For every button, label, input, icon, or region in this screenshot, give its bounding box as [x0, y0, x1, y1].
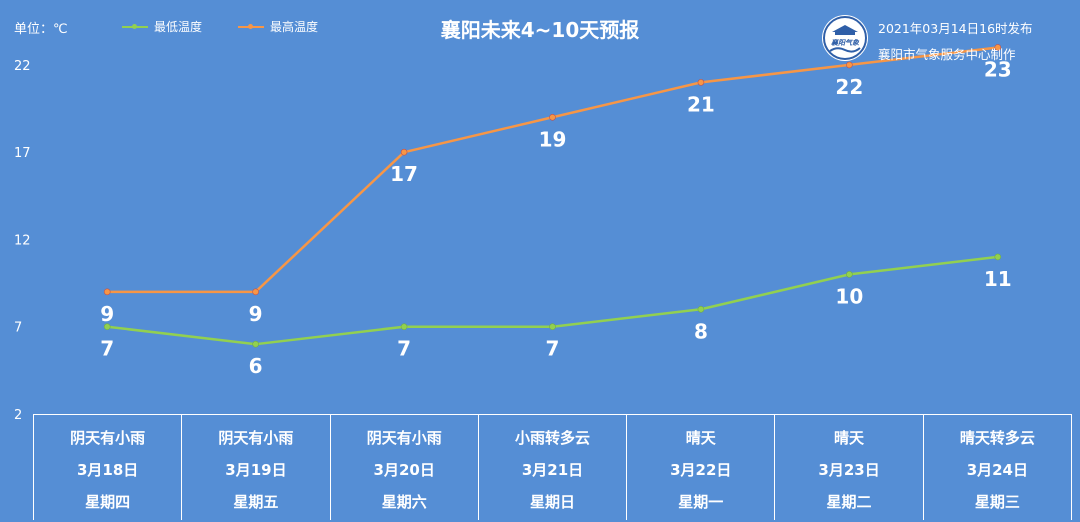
data-point: [103, 288, 111, 296]
data-point: [400, 323, 408, 331]
data-label: 8: [694, 319, 708, 343]
weather-text: 小雨转多云: [514, 428, 590, 447]
data-label: 7: [100, 337, 114, 361]
date-text: 3月24日: [966, 460, 1028, 479]
series-line: [107, 255, 998, 346]
date-text: 3月22日: [670, 460, 732, 479]
weekday-text: 星期二: [826, 493, 872, 512]
legend-low-label: 最低温度: [154, 20, 203, 34]
weather-bureau-logo: 襄阳气象: [822, 15, 868, 61]
data-point: [994, 253, 1002, 261]
weekday-text: 星期五: [233, 493, 279, 512]
y-tick-label: 22: [14, 59, 31, 74]
data-label: 9: [249, 302, 263, 326]
forecast-cell: 晴天转多云 3月24日 星期三: [924, 415, 1072, 520]
data-point: [697, 79, 705, 86]
publisher-name: 襄阳市气象服务中心制作: [878, 47, 1016, 62]
forecast-cell: 小雨转多云 3月21日 星期日: [479, 415, 628, 520]
date-text: 3月21日: [521, 460, 584, 479]
weather-text: 晴天: [685, 428, 716, 447]
forecast-cell: 阴天有小雨 3月19日 星期五: [182, 415, 331, 520]
forecast-table: 阴天有小雨 3月18日 星期四 阴天有小雨 3月19日 星期五 阴天有小雨 3月…: [33, 414, 1072, 520]
data-point: [252, 340, 259, 348]
legend-high-swatch: [238, 23, 264, 29]
weekday-text: 星期六: [381, 493, 427, 512]
data-point: [697, 305, 705, 313]
weather-text: 阴天有小雨: [218, 428, 294, 447]
data-point: [400, 148, 408, 156]
logo-text: 襄阳气象: [831, 38, 860, 47]
weather-text: 阴天有小雨: [70, 428, 146, 447]
weather-text: 晴天: [834, 428, 865, 447]
date-text: 3月20日: [373, 460, 435, 479]
data-point: [103, 323, 111, 331]
forecast-cell: 阴天有小雨 3月20日 星期六: [331, 415, 479, 520]
data-point: [846, 271, 853, 278]
y-tick-label: 7: [14, 321, 22, 336]
data-point: [994, 44, 1002, 51]
data-point: [252, 288, 259, 296]
legend-high: 最高温度: [238, 18, 318, 35]
data-label: 11: [984, 267, 1012, 291]
unit-label: 单位：℃: [14, 22, 68, 37]
forecast-cell: 晴天 3月23日 星期二: [775, 415, 924, 520]
data-label: 22: [835, 75, 863, 99]
weather-text: 阴天有小雨: [366, 428, 442, 447]
weekday-text: 星期三: [974, 493, 1020, 512]
data-label: 9: [100, 302, 114, 326]
data-label: 7: [397, 337, 411, 361]
publish-time: 2021年03月14日16时发布: [878, 21, 1033, 36]
y-tick-label: 12: [14, 233, 31, 248]
weekday-text: 星期一: [678, 493, 724, 512]
data-label: 21: [687, 92, 715, 116]
date-text: 3月23日: [818, 460, 880, 479]
data-point: [549, 323, 556, 331]
legend-low-swatch: [122, 23, 148, 29]
forecast-cell: 晴天 3月22日 星期一: [627, 415, 776, 520]
data-label: 23: [984, 57, 1012, 81]
data-label: 7: [546, 337, 560, 361]
weather-text: 晴天转多云: [959, 428, 1035, 447]
weekday-text: 星期四: [85, 493, 131, 512]
data-point: [846, 61, 853, 69]
forecast-cell: 阴天有小雨 3月18日 星期四: [34, 415, 183, 520]
data-label: 17: [390, 162, 418, 186]
y-tick-label: 2: [14, 408, 22, 423]
data-label: 19: [539, 127, 567, 151]
data-point: [549, 113, 556, 121]
date-text: 3月19日: [225, 460, 287, 479]
legend-high-label: 最高温度: [270, 20, 319, 34]
publish-info: 2021年03月14日16时发布 襄阳市气象服务中心制作: [878, 16, 1033, 68]
legend-low: 最低温度: [122, 18, 202, 35]
series-line: [107, 46, 998, 294]
weekday-text: 星期日: [529, 493, 575, 512]
chart-title: 襄阳未来4~10天预报: [440, 18, 640, 42]
data-label: 10: [835, 284, 863, 308]
data-label: 6: [249, 354, 263, 378]
y-tick-label: 17: [14, 146, 31, 161]
date-text: 3月18日: [76, 460, 139, 479]
